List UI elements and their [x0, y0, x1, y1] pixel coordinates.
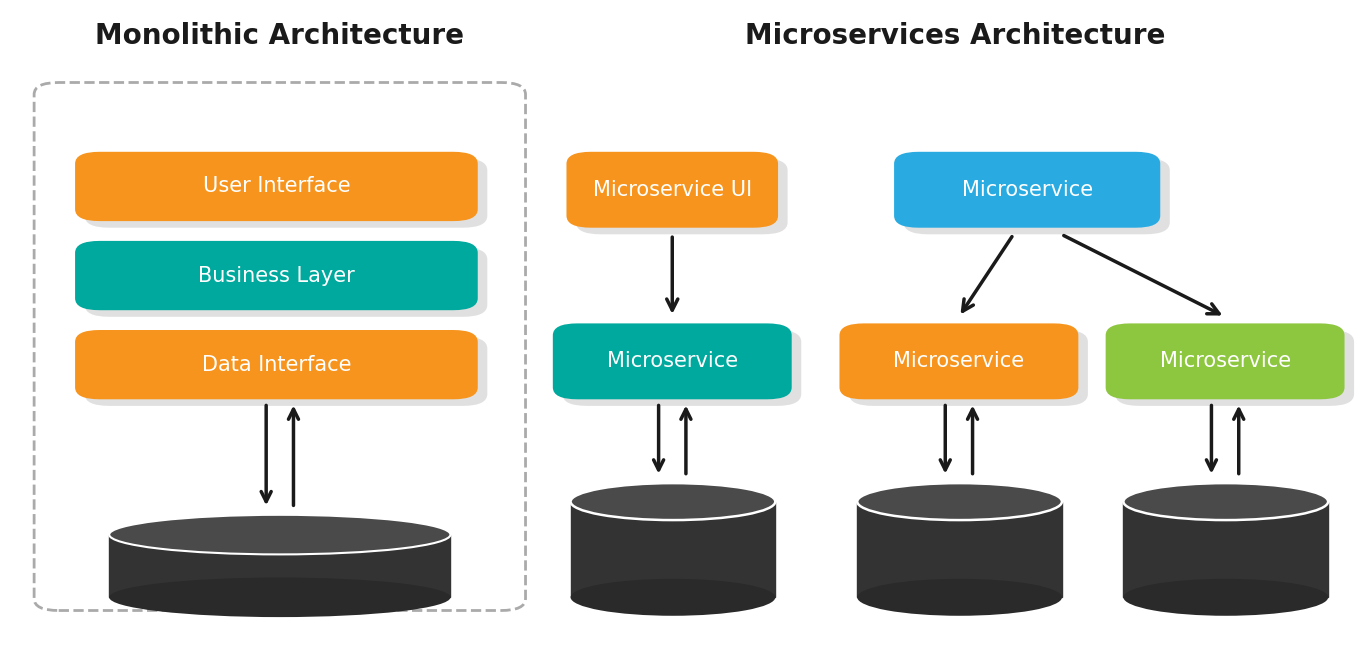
- Ellipse shape: [857, 483, 1062, 520]
- FancyBboxPatch shape: [566, 152, 778, 228]
- FancyBboxPatch shape: [562, 330, 801, 406]
- Text: Microservices Architecture: Microservices Architecture: [745, 22, 1166, 50]
- FancyBboxPatch shape: [75, 152, 478, 221]
- Text: Monolithic Architecture: Monolithic Architecture: [96, 22, 464, 50]
- Text: Microservice UI: Microservice UI: [592, 180, 752, 200]
- FancyBboxPatch shape: [85, 248, 487, 317]
- Ellipse shape: [109, 578, 450, 617]
- Ellipse shape: [109, 515, 450, 554]
- Text: Microservice: Microservice: [1159, 351, 1291, 372]
- FancyBboxPatch shape: [75, 241, 478, 310]
- FancyBboxPatch shape: [894, 152, 1160, 228]
- Ellipse shape: [1123, 579, 1328, 616]
- FancyBboxPatch shape: [1106, 323, 1345, 399]
- FancyBboxPatch shape: [839, 323, 1078, 399]
- Bar: [109, 535, 450, 597]
- FancyBboxPatch shape: [1115, 330, 1354, 406]
- FancyBboxPatch shape: [85, 158, 487, 228]
- FancyBboxPatch shape: [85, 337, 487, 406]
- FancyBboxPatch shape: [904, 158, 1170, 234]
- FancyBboxPatch shape: [75, 330, 478, 399]
- Bar: [571, 502, 775, 597]
- Ellipse shape: [571, 579, 775, 616]
- Text: Business Layer: Business Layer: [198, 265, 355, 286]
- FancyBboxPatch shape: [849, 330, 1088, 406]
- FancyBboxPatch shape: [576, 158, 788, 234]
- Bar: [1123, 502, 1328, 597]
- Text: Microservice: Microservice: [606, 351, 738, 372]
- Text: Microservice: Microservice: [961, 180, 1093, 200]
- Ellipse shape: [571, 483, 775, 520]
- Bar: [857, 502, 1062, 597]
- Text: Data Interface: Data Interface: [202, 354, 351, 375]
- FancyBboxPatch shape: [553, 323, 792, 399]
- Ellipse shape: [857, 579, 1062, 616]
- Ellipse shape: [1123, 483, 1328, 520]
- Text: Microservice: Microservice: [893, 351, 1025, 372]
- Text: User Interface: User Interface: [202, 176, 351, 197]
